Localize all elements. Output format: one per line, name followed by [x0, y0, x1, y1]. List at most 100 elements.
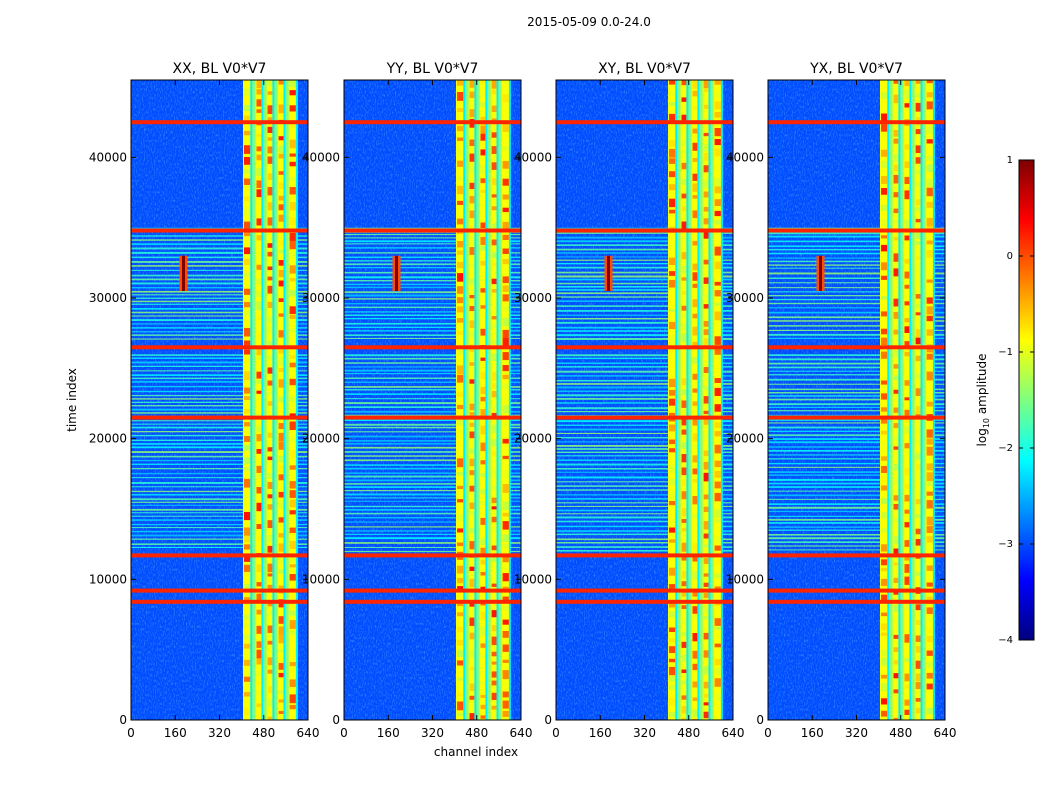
rfi-cell: [457, 391, 464, 397]
rfi-cell: [278, 330, 284, 338]
time-stripe: [344, 497, 521, 499]
time-stripe: [344, 314, 521, 316]
rfi-cell: [893, 617, 899, 624]
rfi-cell: [289, 437, 296, 442]
rfi-cell: [915, 481, 921, 489]
hot-row: [344, 553, 521, 558]
time-stripe: [556, 263, 733, 265]
time-stripe: [131, 463, 308, 465]
time-stripe: [556, 275, 733, 278]
rfi-cell: [904, 426, 910, 434]
hot-row: [768, 599, 945, 604]
rfi-cell: [893, 604, 899, 612]
time-stripe: [344, 334, 521, 336]
rfi-cell: [502, 710, 509, 717]
rfi-cell: [267, 202, 273, 211]
time-stripe: [556, 338, 733, 340]
rfi-cell: [457, 374, 464, 383]
rfi-cell: [703, 681, 709, 689]
rfi-cell: [491, 692, 497, 700]
time-stripe: [344, 260, 521, 262]
rfi-cell: [480, 425, 486, 435]
time-stripe: [556, 289, 733, 291]
rfi-cell: [278, 249, 284, 254]
rfi-cell: [289, 217, 296, 226]
y-tick-label: 40000: [726, 150, 764, 164]
rfi-cell: [904, 684, 910, 689]
rfi-cell: [502, 365, 509, 372]
rfi-cell: [926, 429, 933, 438]
rfi-cell: [703, 351, 709, 359]
time-stripe: [344, 322, 521, 325]
rfi-cell: [469, 195, 475, 204]
rfi-cell: [669, 140, 676, 147]
rfi-gap: [508, 80, 511, 720]
rfi-cell: [915, 277, 921, 286]
time-stripe: [344, 337, 521, 339]
rfi-cell: [926, 240, 933, 245]
hot-row: [344, 345, 521, 350]
rfi-cell: [904, 709, 910, 715]
rfi-cell: [267, 611, 273, 616]
rfi-cell: [244, 444, 251, 451]
time-stripe: [556, 516, 733, 519]
rfi-cell: [457, 149, 464, 156]
time-stripe: [768, 474, 945, 476]
rfi-cell: [480, 237, 486, 245]
rfi-cell: [278, 634, 284, 644]
y-tick-label: 20000: [302, 432, 340, 446]
rfi-cell: [256, 347, 262, 356]
rfi-cell: [256, 146, 262, 152]
rfi-cell: [457, 218, 464, 225]
x-tick-label: 0: [764, 726, 772, 740]
time-stripe: [556, 252, 733, 254]
rfi-cell: [703, 143, 709, 152]
time-stripe: [768, 406, 945, 408]
rfi-cell: [278, 239, 284, 247]
rfi-cell: [491, 391, 497, 398]
rfi-cell: [893, 375, 899, 380]
rfi-cell: [714, 509, 721, 518]
time-stripe: [768, 395, 945, 397]
rfi-cell: [881, 218, 888, 227]
rfi-cell: [457, 200, 464, 205]
rfi-cell: [480, 222, 486, 228]
time-stripe: [768, 545, 945, 547]
rfi-cell: [491, 568, 497, 575]
rfi-cell: [881, 559, 888, 566]
time-stripe: [768, 490, 945, 492]
rfi-cell: [915, 303, 921, 309]
time-stripe: [344, 530, 521, 532]
rfi-cell: [881, 311, 888, 317]
rfi-cell: [669, 517, 676, 527]
time-stripe: [556, 282, 733, 285]
time-stripe: [556, 509, 733, 512]
rfi-cell: [692, 299, 698, 308]
rfi-cell: [502, 194, 509, 200]
rfi-cell: [480, 528, 486, 536]
time-stripe: [131, 398, 308, 400]
time-stripe: [556, 248, 733, 251]
rfi-cell: [893, 435, 899, 441]
time-stripe: [131, 261, 308, 263]
rfi-cell: [278, 269, 284, 278]
rfi-cell: [491, 178, 497, 186]
rfi-cell: [289, 80, 296, 87]
rfi-cell: [457, 108, 464, 112]
rfi-cell: [502, 383, 509, 389]
rfi-cell: [681, 555, 687, 561]
rfi-cell: [289, 232, 296, 242]
rfi-cell: [289, 315, 296, 319]
time-stripe: [131, 239, 308, 241]
rfi-cell: [469, 511, 475, 515]
rfi-cell: [289, 648, 296, 657]
rfi-cell: [703, 632, 709, 640]
time-stripe: [131, 374, 308, 376]
hot-row: [556, 228, 733, 233]
rfi-cell: [244, 80, 251, 86]
rfi-cell: [502, 631, 509, 638]
rfi-gap: [474, 80, 477, 720]
rfi-cell: [692, 401, 698, 406]
rfi-cell: [893, 673, 899, 679]
x-tick-label: 320: [845, 726, 868, 740]
